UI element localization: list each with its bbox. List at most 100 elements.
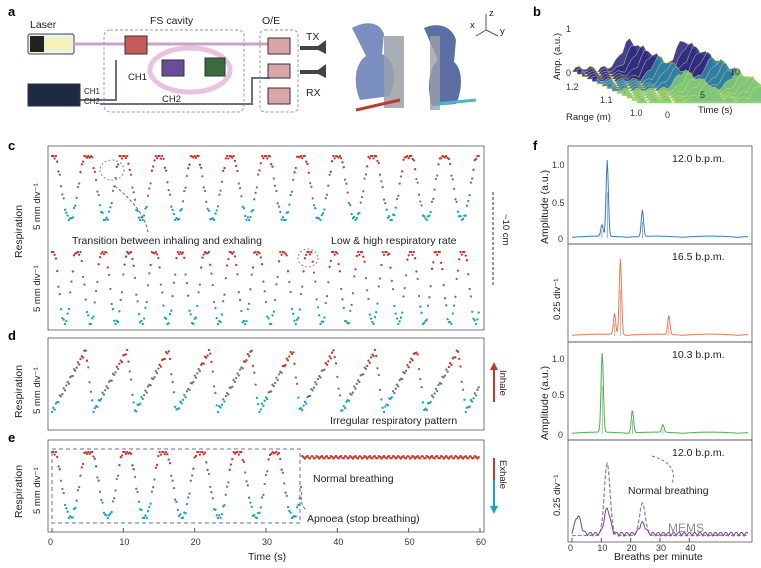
b-ztick-0: 0 (566, 68, 571, 78)
d-trace-point (280, 371, 283, 375)
c-bottom-point (353, 275, 356, 278)
d-trace-point (237, 374, 240, 377)
d-trace-point (420, 385, 423, 389)
c-top-point (194, 156, 198, 160)
d-trace-point (206, 354, 209, 357)
d-trace-point (190, 382, 194, 385)
c-bottom-point (450, 322, 453, 326)
c-bottom-point (449, 320, 452, 324)
c-top-point (174, 218, 177, 222)
d-trace-point (366, 364, 369, 368)
c-top-point (253, 198, 256, 201)
c-top-point (132, 191, 135, 194)
d-trace-point (128, 370, 131, 373)
e-trace-point (149, 502, 152, 505)
d-trace-point (98, 399, 102, 402)
c-top-point (168, 193, 172, 196)
c-top-point (397, 194, 400, 197)
e-trace-point (80, 466, 83, 469)
d-trace-point (116, 367, 120, 371)
c-top-point (471, 177, 474, 180)
e-trace-point (157, 454, 160, 458)
e-trace-point (436, 455, 439, 458)
c-bottom-point (126, 250, 129, 254)
d-trace-point (419, 377, 422, 381)
d-trace-point (113, 373, 116, 377)
c-bottom-point (358, 253, 361, 257)
e-trace-point (255, 516, 259, 520)
c-bottom-point (389, 266, 392, 269)
d-trace-point (410, 357, 413, 360)
c-top-point (162, 157, 165, 161)
d-annotation: Irregular respiratory pattern (330, 415, 457, 427)
c-top-point (67, 218, 71, 222)
d-trace-point (115, 365, 118, 368)
exhale-arrowhead (490, 506, 498, 514)
c-top-point (120, 157, 124, 160)
c-bottom-point (58, 292, 61, 296)
c-bottom-point (337, 262, 340, 266)
c-top-point (146, 194, 150, 197)
c-top-point (341, 161, 344, 164)
e-trace-point (137, 500, 141, 503)
d-trace-point (158, 363, 161, 366)
e-trace-point (107, 514, 111, 517)
d-trace-point (406, 363, 409, 367)
c-bottom-point (111, 308, 115, 311)
d-trace-point (177, 407, 181, 410)
e-trace-point (152, 486, 155, 489)
e-trace-point (140, 508, 143, 512)
c-top-point (62, 197, 65, 200)
d-trace-point (459, 365, 462, 368)
e-trace-point (404, 457, 408, 460)
d-trace-point (290, 352, 294, 356)
c-bottom-point (251, 266, 255, 269)
d-trace-point (461, 388, 465, 391)
c-bottom-point (185, 281, 189, 285)
d-trace-point (382, 410, 386, 414)
c-bottom-point (305, 253, 308, 257)
c-top-point (131, 186, 134, 189)
d-trace-point (142, 393, 146, 397)
c-bottom-point (57, 285, 60, 288)
d-trace-point (57, 401, 60, 404)
c-top-point (310, 185, 313, 188)
d-trace-point (337, 387, 340, 390)
c-bottom-point (137, 313, 141, 316)
c-bottom-point (62, 318, 65, 321)
c-top-point (281, 216, 285, 219)
e-trace-point (142, 516, 146, 520)
d-trace-point (87, 366, 90, 369)
oe-component-1 (267, 37, 291, 55)
d-trace-point (154, 370, 157, 373)
c-top-point (238, 186, 242, 190)
e-trace-point (170, 474, 173, 477)
e-trace-point (136, 490, 139, 494)
c-bottom-point (118, 310, 121, 313)
laser-head (30, 36, 44, 52)
panel-f: f 12.0 b.p.m. 16.5 b.p.m. 10.3 b.p.m. 12… (533, 138, 753, 563)
c-top-point (337, 156, 340, 159)
d-trace-point (381, 406, 384, 409)
e-trace-point (203, 451, 207, 454)
e-trace-point (188, 492, 191, 495)
b-zlabel: Amp. (a.u.) (552, 33, 563, 80)
c-bottom-point (231, 252, 234, 256)
d-trace-point (336, 375, 339, 379)
c-top-point (364, 173, 368, 176)
e-trace-point (227, 481, 230, 484)
e-trace-point (253, 513, 256, 517)
d-trace-point (323, 368, 326, 371)
c-top-point (338, 154, 342, 158)
d-trace-point (100, 397, 103, 401)
e-trace-point (325, 455, 329, 458)
c-bottom-point (432, 261, 435, 264)
c-top-point (181, 200, 185, 203)
d-trace-point (209, 352, 212, 355)
e-trace-point (246, 484, 249, 487)
c-bottom-trace (50, 250, 480, 326)
chest-plane (384, 36, 404, 108)
d-trace-point (377, 373, 380, 377)
c-bottom-point (292, 312, 295, 316)
c-top-point (268, 155, 272, 158)
